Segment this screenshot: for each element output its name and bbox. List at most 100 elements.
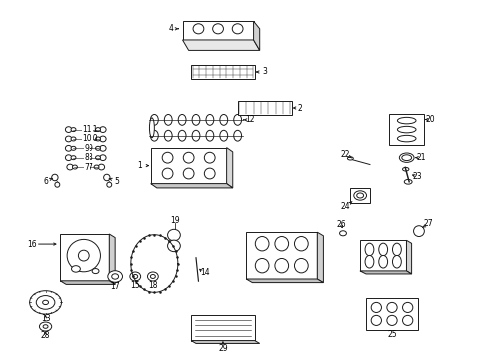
Ellipse shape [402, 155, 412, 161]
Ellipse shape [162, 152, 173, 163]
Text: 1: 1 [137, 161, 142, 170]
Ellipse shape [100, 136, 106, 142]
Ellipse shape [164, 114, 172, 125]
Ellipse shape [96, 128, 100, 131]
Text: 15: 15 [130, 281, 140, 289]
Text: 27: 27 [424, 219, 434, 228]
Text: 10: 10 [81, 134, 91, 143]
Polygon shape [151, 184, 233, 188]
Ellipse shape [168, 229, 180, 241]
Ellipse shape [206, 114, 214, 125]
Text: 10: 10 [88, 134, 98, 143]
Ellipse shape [183, 152, 194, 163]
Bar [238, 101, 292, 115]
Ellipse shape [130, 272, 141, 281]
Text: 25: 25 [387, 330, 397, 339]
Ellipse shape [392, 256, 401, 268]
Text: 9: 9 [88, 144, 93, 153]
Text: 7: 7 [83, 163, 88, 171]
Ellipse shape [294, 237, 308, 251]
Ellipse shape [29, 291, 62, 314]
Text: 11: 11 [82, 125, 92, 134]
Text: 9: 9 [83, 144, 88, 153]
Ellipse shape [178, 114, 186, 125]
Bar [191, 315, 255, 341]
Ellipse shape [162, 168, 173, 179]
Text: 26: 26 [336, 220, 346, 229]
Ellipse shape [43, 325, 48, 328]
Text: 5: 5 [114, 177, 119, 186]
Ellipse shape [232, 24, 243, 34]
Ellipse shape [397, 135, 416, 142]
Text: 23: 23 [413, 172, 422, 181]
Text: 11: 11 [88, 125, 97, 134]
Ellipse shape [399, 153, 414, 162]
Ellipse shape [150, 130, 158, 141]
Text: 28: 28 [41, 330, 50, 340]
Ellipse shape [96, 156, 100, 159]
Ellipse shape [387, 315, 397, 325]
Ellipse shape [365, 243, 374, 256]
Ellipse shape [149, 118, 154, 138]
Polygon shape [246, 279, 323, 283]
Ellipse shape [392, 243, 401, 256]
Ellipse shape [403, 315, 413, 325]
Ellipse shape [39, 322, 52, 331]
Text: 3: 3 [262, 68, 267, 77]
Ellipse shape [204, 152, 215, 163]
Ellipse shape [340, 231, 346, 236]
Text: 2: 2 [297, 104, 302, 112]
Ellipse shape [78, 250, 89, 261]
Ellipse shape [43, 300, 49, 305]
Polygon shape [182, 40, 260, 50]
Text: 8: 8 [83, 153, 88, 162]
Text: 24: 24 [341, 202, 350, 211]
Text: 21: 21 [416, 153, 426, 162]
Bar [246, 232, 317, 279]
Bar [151, 148, 226, 184]
Ellipse shape [275, 258, 289, 273]
Text: 13: 13 [41, 315, 50, 323]
Text: 20: 20 [425, 115, 435, 124]
Ellipse shape [397, 117, 416, 124]
Text: 10: 10 [82, 134, 92, 143]
Ellipse shape [94, 165, 99, 169]
Ellipse shape [387, 302, 397, 312]
Ellipse shape [71, 156, 76, 159]
Ellipse shape [55, 182, 60, 187]
Text: 14: 14 [200, 268, 210, 276]
Ellipse shape [66, 155, 72, 161]
Ellipse shape [66, 145, 72, 151]
Polygon shape [109, 234, 115, 284]
Polygon shape [191, 341, 260, 343]
Ellipse shape [193, 24, 204, 34]
Ellipse shape [347, 157, 353, 160]
Text: 6: 6 [44, 177, 49, 186]
Ellipse shape [220, 114, 228, 125]
Ellipse shape [354, 191, 367, 200]
Ellipse shape [100, 127, 106, 132]
Ellipse shape [73, 165, 77, 169]
Ellipse shape [379, 243, 388, 256]
Ellipse shape [371, 302, 381, 312]
Text: 8: 8 [88, 153, 93, 162]
Ellipse shape [164, 130, 172, 141]
Bar [389, 114, 424, 145]
Ellipse shape [234, 130, 242, 141]
Ellipse shape [234, 114, 242, 125]
Text: 9: 9 [85, 144, 90, 153]
Bar [367, 298, 417, 330]
Ellipse shape [414, 226, 424, 237]
Ellipse shape [36, 296, 55, 309]
Ellipse shape [150, 114, 158, 125]
Bar [60, 234, 109, 281]
Text: 19: 19 [170, 216, 180, 225]
Ellipse shape [192, 114, 200, 125]
Ellipse shape [108, 271, 122, 282]
Ellipse shape [103, 174, 110, 181]
Ellipse shape [379, 256, 388, 268]
Text: 7: 7 [85, 163, 90, 171]
Ellipse shape [66, 127, 72, 132]
Ellipse shape [357, 193, 364, 198]
Polygon shape [360, 271, 412, 274]
